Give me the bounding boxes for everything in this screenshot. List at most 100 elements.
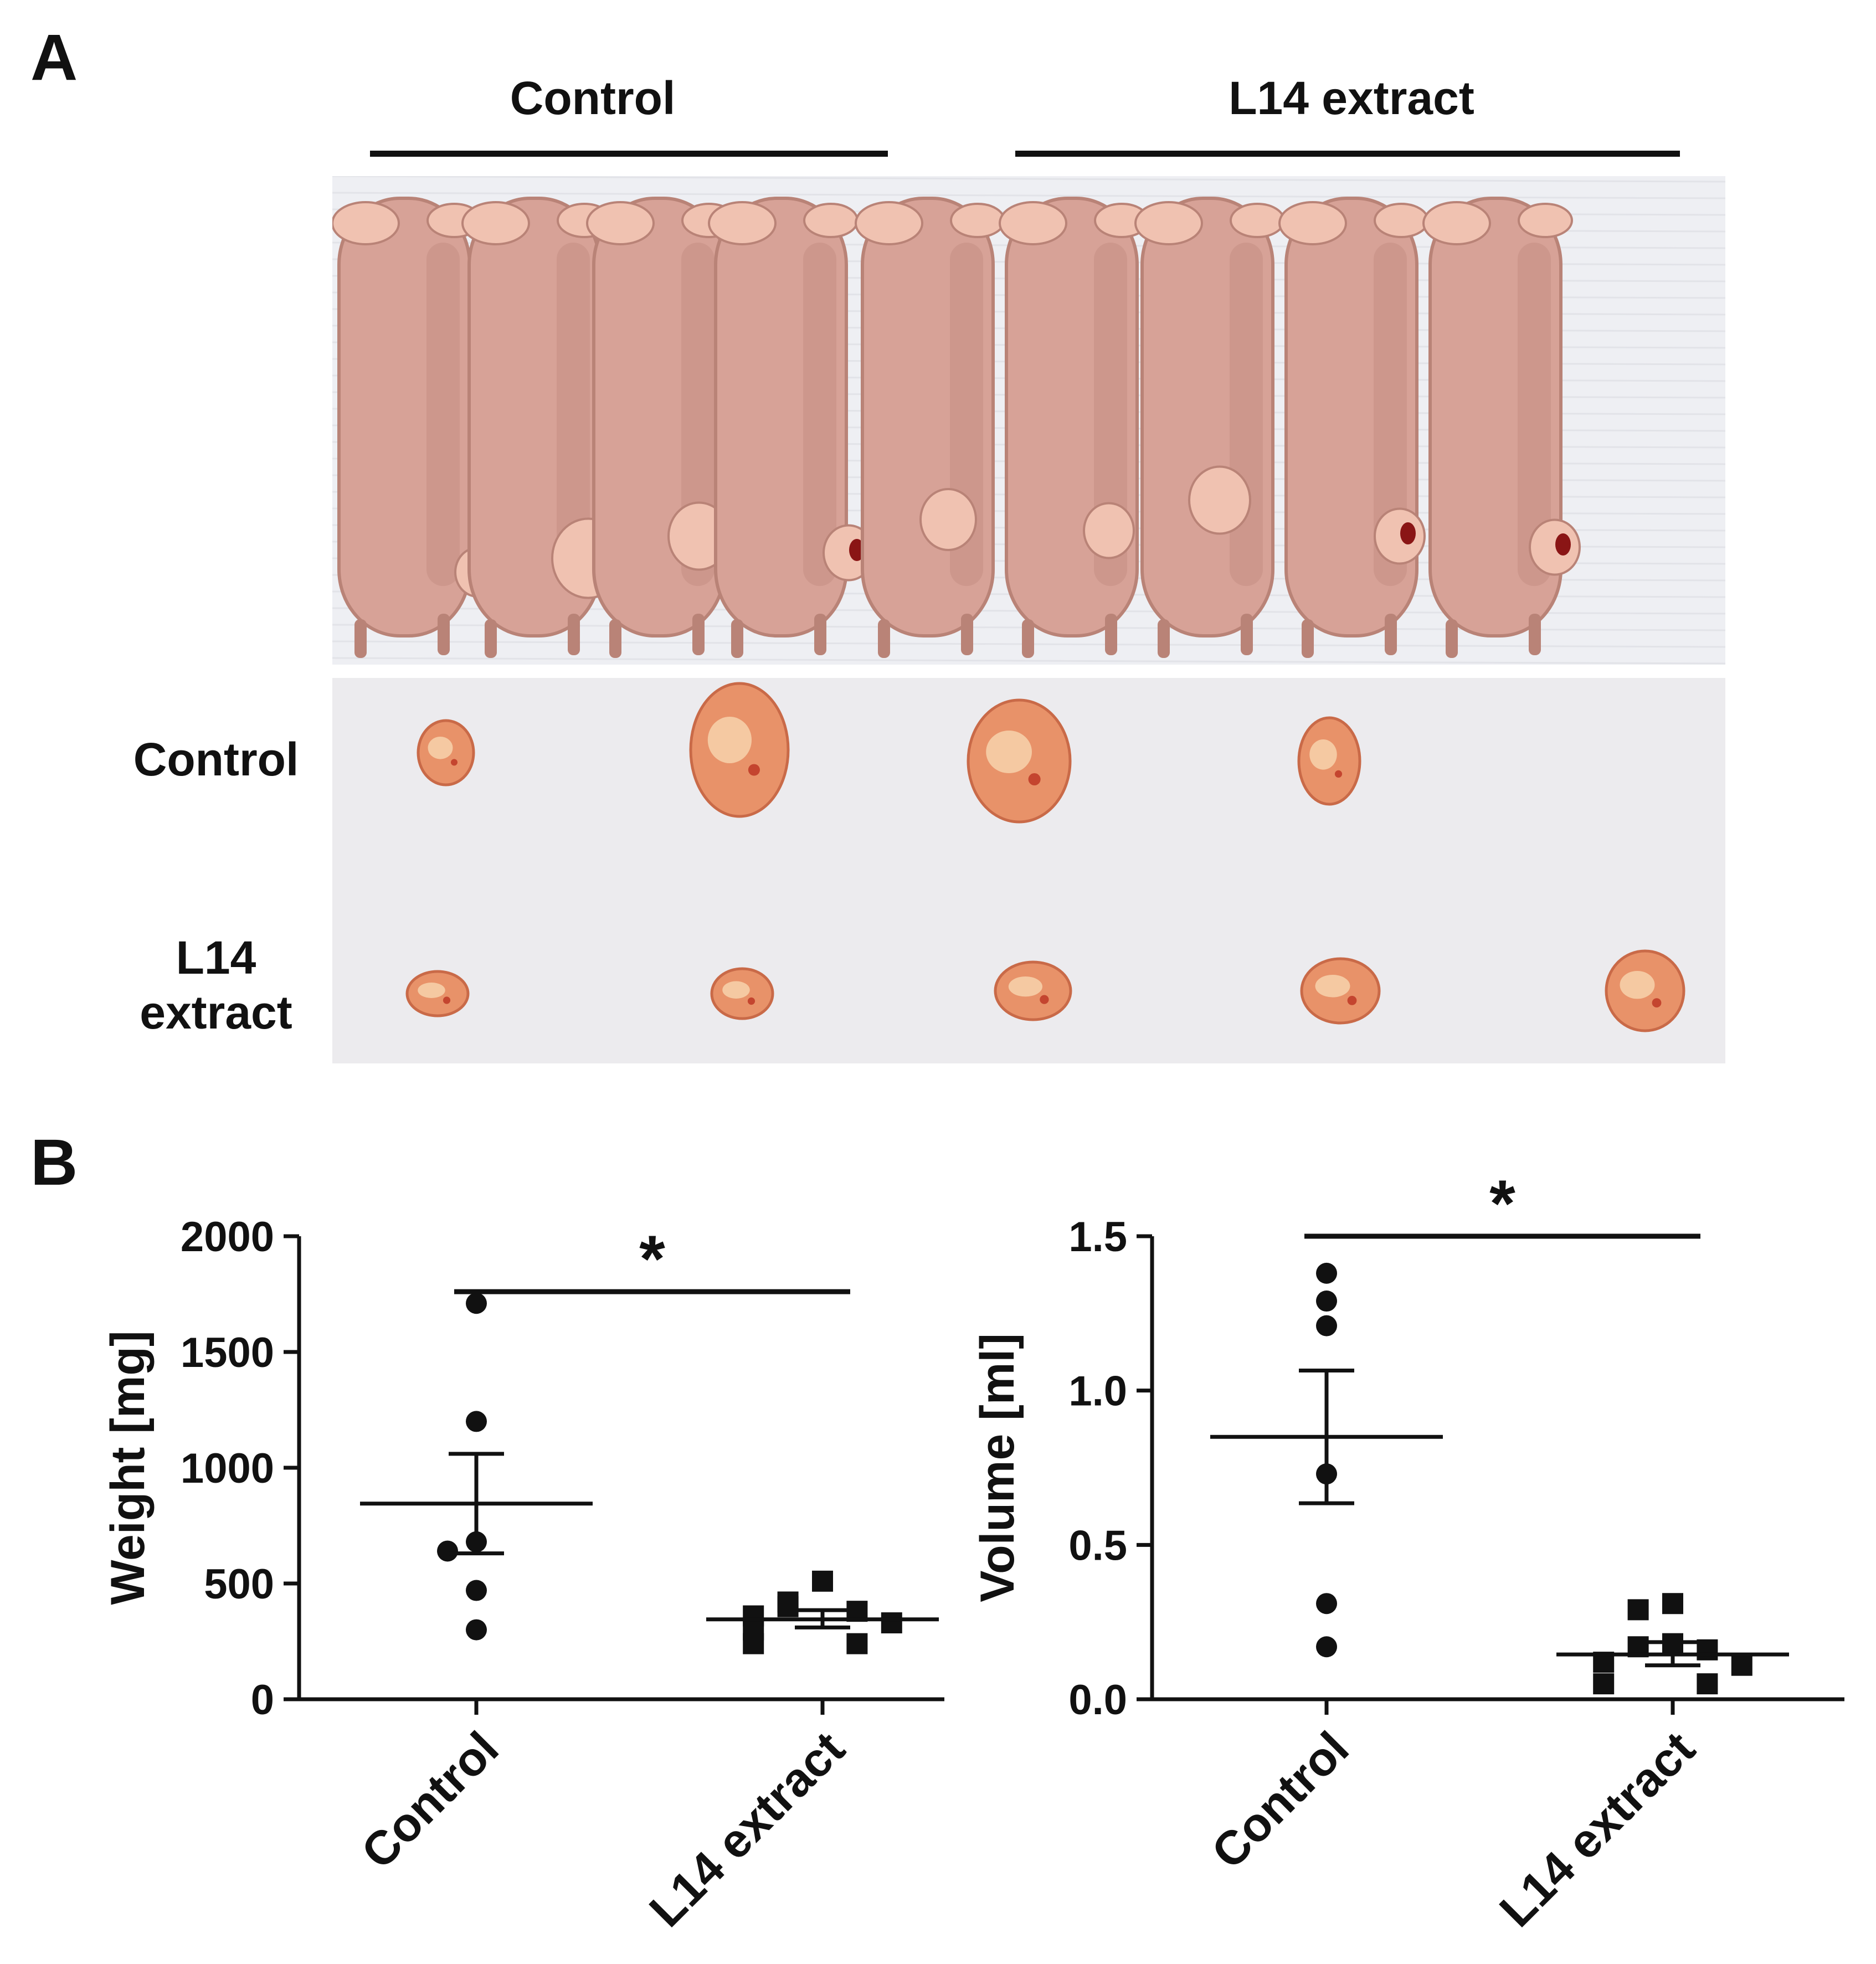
mouse-shading: [1230, 243, 1263, 586]
mouse-leg: [354, 619, 367, 658]
mouse-ear: [1230, 203, 1285, 238]
mouse-4: [708, 197, 875, 658]
data-point-circle: [1316, 1636, 1337, 1658]
row-label-control: Control: [133, 733, 299, 785]
mouse-2: [461, 197, 625, 658]
tumor-spot: [1334, 770, 1343, 778]
significance-star: *: [639, 1222, 665, 1296]
data-point-circle: [1316, 1593, 1337, 1615]
series-l14-extract: [1556, 1593, 1789, 1695]
mice-illustration: [332, 176, 1725, 665]
mouse-ear: [332, 201, 400, 245]
data-point-square: [777, 1596, 799, 1617]
y-axis-label: Weight [mg]: [101, 1330, 155, 1605]
tumor-control: [417, 719, 475, 786]
data-point-circle: [466, 1619, 487, 1641]
mouse-body: [714, 197, 848, 637]
mouse-ear: [950, 203, 1005, 238]
tumor-highlight: [1620, 971, 1655, 999]
group-line-control: [370, 151, 888, 157]
y-tick-label: 0: [251, 1677, 274, 1724]
tumor-l14: [1605, 949, 1685, 1032]
tumor-wound: [1555, 533, 1571, 556]
data-point-square: [1697, 1673, 1718, 1695]
x-tick-label: Control: [351, 1722, 508, 1879]
mouse-shading: [557, 243, 590, 586]
tumor-l14: [710, 967, 774, 1020]
group-label-control: Control: [510, 72, 676, 124]
tumor-highlight: [418, 983, 445, 998]
tumor-l14: [994, 960, 1072, 1021]
mouse-leg: [692, 614, 705, 655]
y-tick-label: 1000: [181, 1445, 274, 1492]
series-control: [1210, 1262, 1443, 1658]
data-point-square: [846, 1633, 868, 1654]
tumor-highlight: [428, 737, 453, 759]
y-tick-label: 500: [204, 1561, 274, 1608]
mouse-ear: [1518, 203, 1573, 238]
mouse-leg: [1529, 614, 1541, 655]
data-point-square: [743, 1633, 764, 1654]
tumor-bump: [1188, 465, 1251, 535]
mouse-7: [1134, 197, 1285, 658]
tumor-spot: [443, 996, 451, 1004]
mouse-shading: [1374, 243, 1407, 586]
series-l14-extract: [706, 1570, 939, 1654]
panel-letter-a: A: [30, 21, 78, 94]
significance-star: *: [1489, 1166, 1515, 1241]
tumors-photo: [332, 678, 1725, 1063]
mouse-ear: [803, 203, 859, 238]
mouse-leg: [485, 619, 497, 658]
x-tick-label: L14 extract: [639, 1722, 855, 1937]
mouse-leg: [568, 614, 580, 655]
mouse-leg: [814, 614, 826, 655]
mouse-ear: [999, 201, 1067, 245]
mouse-body: [1428, 197, 1563, 637]
mouse-shading: [426, 243, 460, 586]
tumor-highlight: [986, 731, 1032, 773]
tumors-illustration: [332, 678, 1725, 1063]
data-point-square: [1662, 1593, 1683, 1615]
data-point-circle: [466, 1580, 487, 1601]
series-control: [360, 1293, 593, 1641]
tumor-highlight: [1008, 976, 1042, 997]
mouse-ear: [855, 201, 923, 245]
mouse-leg: [609, 619, 621, 658]
mouse-leg: [1446, 619, 1458, 658]
data-point-circle: [1316, 1315, 1337, 1336]
tumor-bump: [1529, 518, 1581, 576]
tumor-highlight: [1315, 975, 1350, 998]
mouse-ear: [1278, 201, 1347, 245]
tumor-l14: [405, 970, 470, 1017]
tumor-control: [689, 682, 790, 818]
y-tick-label: 2000: [181, 1214, 274, 1261]
data-point-square: [1731, 1654, 1752, 1676]
tumor-spot: [1040, 995, 1049, 1004]
data-point-square: [1627, 1599, 1649, 1621]
mouse-5: [855, 197, 1005, 658]
tumor-highlight: [707, 717, 752, 763]
tumor-highlight: [1309, 739, 1337, 770]
towel-texture: [332, 657, 1725, 665]
tumor-bump: [919, 488, 977, 551]
mouse-3: [586, 197, 737, 658]
tumor-spot: [1652, 998, 1662, 1007]
mouse-leg: [731, 619, 743, 658]
y-tick-label: 1.0: [1068, 1368, 1127, 1415]
mouse-leg: [1302, 619, 1314, 658]
mouse-leg: [1158, 619, 1170, 658]
mouse-9: [1422, 197, 1581, 658]
tumor-bump: [1083, 502, 1135, 559]
volume-chart: 0.0 0.5 1.0 1.5 Volume [ml] Control L14 extrac…: [971, 1166, 1844, 1937]
tumor-spot: [1028, 773, 1041, 786]
mouse-shading: [1094, 243, 1127, 586]
data-point-square: [812, 1570, 833, 1592]
tumor-spot: [1347, 996, 1357, 1005]
row-label-l14: L14 extract: [140, 932, 292, 1039]
mouse-leg: [1385, 614, 1397, 655]
tumor-wound: [1400, 522, 1416, 544]
tumor-highlight: [722, 981, 750, 999]
tumor-l14: [1300, 957, 1381, 1025]
x-tick-label: L14 extract: [1489, 1722, 1705, 1937]
mouse-leg: [438, 614, 450, 655]
